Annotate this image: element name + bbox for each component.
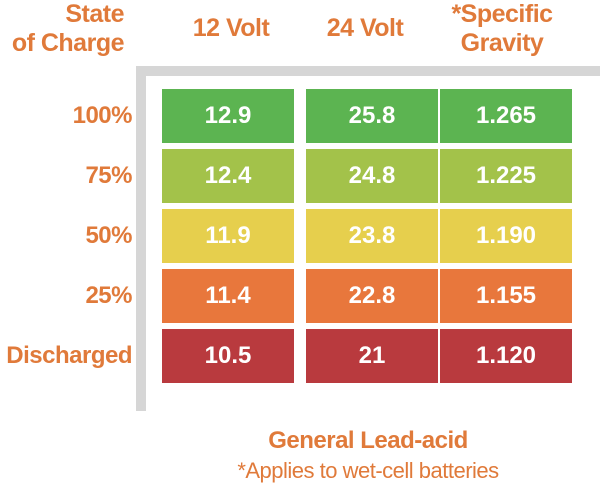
row-label: 25% xyxy=(85,282,132,309)
header-state-of-charge: State of Charge xyxy=(6,0,125,58)
header-specific-gravity: *Specific Gravity xyxy=(437,0,567,58)
cell-24v: 22.8 xyxy=(306,269,438,323)
cell-24v: 21 xyxy=(306,329,438,383)
header-12-volt: 12 Volt xyxy=(192,14,270,42)
row-label: 75% xyxy=(85,162,132,189)
cell-24v: 23.8 xyxy=(306,209,438,263)
header-state-line1: State xyxy=(65,0,124,28)
cell-24v: 24.8 xyxy=(306,149,438,203)
footer-note: *Applies to wet-cell batteries xyxy=(237,458,499,483)
header-sg-line1: *Specific xyxy=(451,0,553,28)
cell-sg: 1.155 xyxy=(440,269,572,323)
row-label: 100% xyxy=(72,102,133,129)
header-sg-line2: Gravity xyxy=(460,29,544,57)
row-label: 50% xyxy=(85,222,132,249)
cell-12v: 11.4 xyxy=(162,269,294,323)
cell-12v: 11.9 xyxy=(162,209,294,263)
cell-sg: 1.190 xyxy=(440,209,572,263)
header-24-volt: 24 Volt xyxy=(326,14,404,42)
cell-12v: 10.5 xyxy=(162,329,294,383)
footer-title: General Lead-acid xyxy=(268,427,468,454)
row-label: Discharged xyxy=(6,342,132,369)
cell-12v: 12.9 xyxy=(162,89,294,143)
cell-sg: 1.225 xyxy=(440,149,572,203)
cell-sg: 1.120 xyxy=(440,329,572,383)
header-state-line2: of Charge xyxy=(11,29,125,57)
cell-12v: 12.4 xyxy=(162,149,294,203)
cell-24v: 25.8 xyxy=(306,89,438,143)
cell-sg: 1.265 xyxy=(440,89,572,143)
